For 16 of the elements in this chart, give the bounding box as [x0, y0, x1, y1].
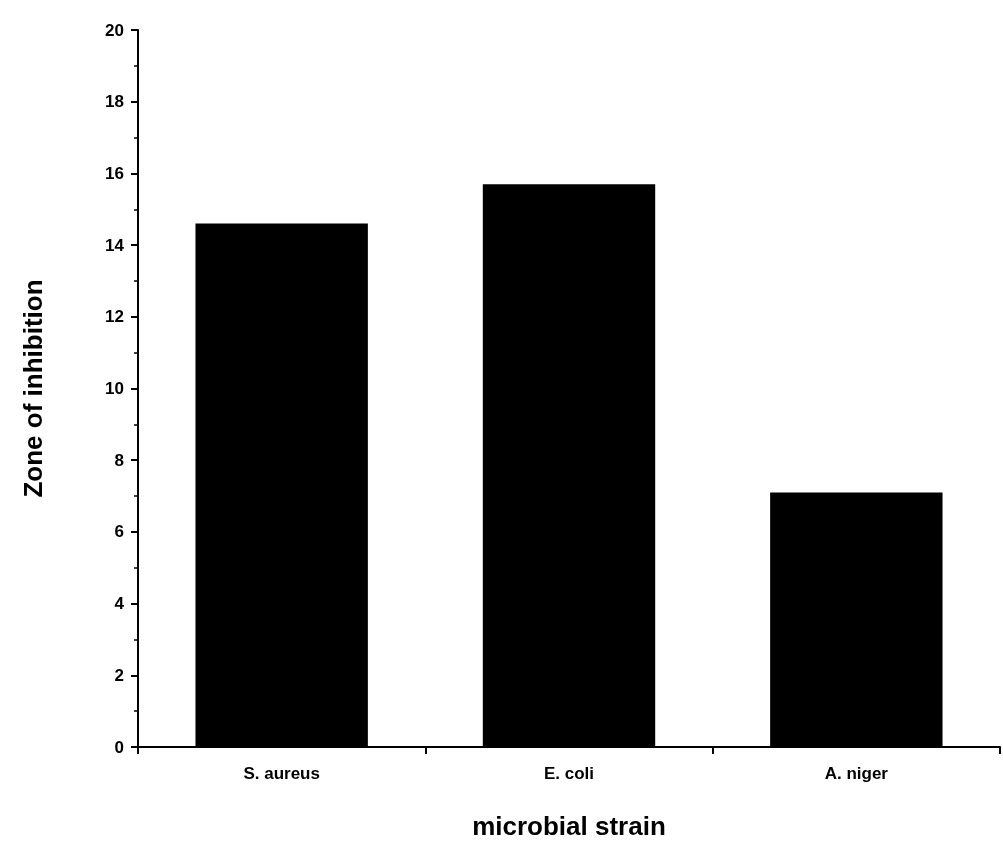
y-axis-title: Zone of inhibition	[18, 279, 48, 498]
x-tick-label: A. niger	[824, 764, 889, 783]
y-tick-label: 20	[105, 20, 124, 40]
y-tick-label: 6	[114, 522, 124, 542]
x-axis-title: microbial strain	[472, 811, 666, 841]
x-tick-label: S. aureus	[243, 764, 320, 783]
y-tick-label: 18	[105, 92, 124, 112]
y-tick-label: 10	[105, 379, 124, 398]
y-tick-label: 4	[114, 594, 125, 614]
y-tick-label: 12	[105, 307, 124, 327]
y-tick-label: 14	[105, 235, 125, 255]
y-tick-label: 16	[105, 163, 124, 183]
y-tick-label: 8	[114, 450, 124, 470]
x-tick-label: E. coli	[543, 764, 595, 783]
y-tick-label: 2	[114, 665, 124, 685]
y-tick-label: 0	[114, 737, 124, 757]
